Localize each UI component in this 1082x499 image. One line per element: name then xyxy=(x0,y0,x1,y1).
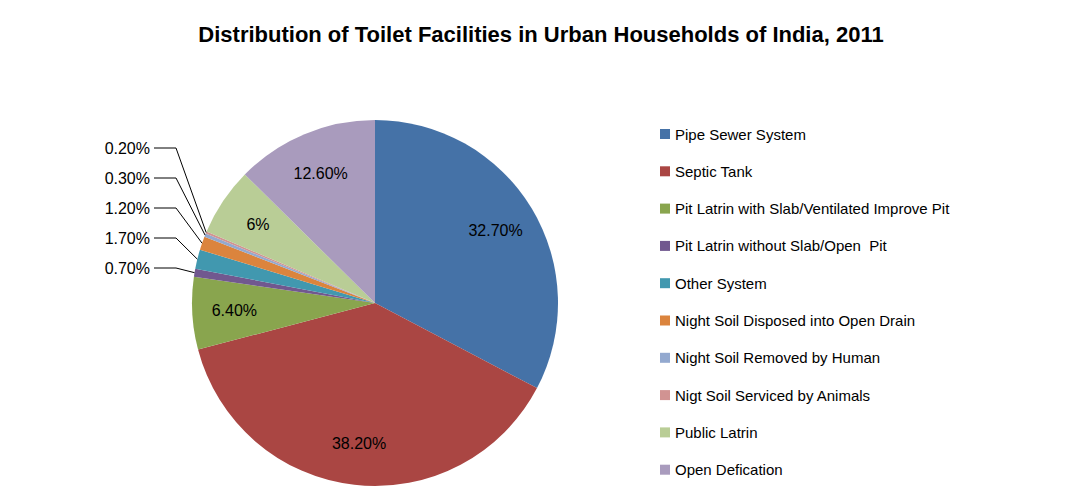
legend-swatch xyxy=(660,166,670,176)
data-label: 6.40% xyxy=(212,302,257,319)
data-label: 6% xyxy=(246,216,269,233)
legend-swatch xyxy=(660,316,670,326)
legend-swatch xyxy=(660,241,670,251)
data-label: 1.70% xyxy=(105,230,150,247)
legend-swatch xyxy=(660,129,670,139)
chart-container: Distribution of Toilet Facilities in Urb… xyxy=(0,0,1082,499)
data-label: 0.20% xyxy=(105,140,150,157)
legend-label: Open Defication xyxy=(675,461,783,478)
data-label: 0.70% xyxy=(105,260,150,277)
legend-swatch xyxy=(660,427,670,437)
chart-title: Distribution of Toilet Facilities in Urb… xyxy=(198,22,883,47)
legend-swatch xyxy=(660,278,670,288)
legend-swatch xyxy=(660,390,670,400)
legend-label: Septic Tank xyxy=(675,163,753,180)
legend-label: Pit Latrin with Slab/Ventilated Improve … xyxy=(675,200,950,217)
pie-group xyxy=(192,120,558,486)
legend-label: Public Latrin xyxy=(675,424,758,441)
data-label: 32.70% xyxy=(468,222,522,239)
chart-svg: Distribution of Toilet Facilities in Urb… xyxy=(0,0,1082,499)
leader-line xyxy=(154,268,195,273)
leader-line xyxy=(154,238,197,259)
legend-label: Pit Latrin without Slab/Open Pit xyxy=(675,237,888,254)
data-label: 0.30% xyxy=(105,170,150,187)
legend-label: Night Soil Disposed into Open Drain xyxy=(675,312,915,329)
legend-label: Nigt Soil Serviced by Animals xyxy=(675,387,870,404)
data-label: 1.20% xyxy=(105,200,150,217)
legend-swatch xyxy=(660,204,670,214)
data-label: 38.20% xyxy=(332,435,386,452)
legend: Pipe Sewer System Septic Tank Pit Latrin w… xyxy=(660,126,950,479)
legend-swatch xyxy=(660,465,670,475)
leader-line xyxy=(154,208,202,243)
legend-swatch xyxy=(660,353,670,363)
legend-label: Night Soil Removed by Human xyxy=(675,349,880,366)
data-labels: 32.70% 38.20% 6.40% 0.70% 1.70% 1.20% 0.30% 0.2… xyxy=(105,140,523,452)
data-label: 12.60% xyxy=(294,164,348,181)
legend-label: Other System xyxy=(675,275,767,292)
pie-slice xyxy=(245,120,375,303)
legend-label: Pipe Sewer System xyxy=(675,126,806,143)
leader-line xyxy=(154,148,206,232)
